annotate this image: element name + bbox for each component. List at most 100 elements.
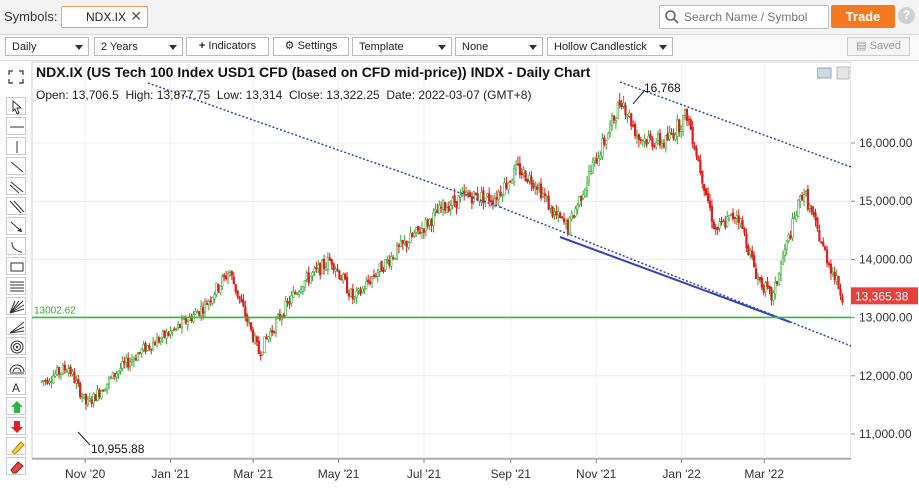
candle-up — [835, 275, 838, 282]
candle-up — [587, 171, 591, 182]
date-label: Date: — [386, 88, 416, 102]
candle-up — [486, 193, 489, 197]
candle-down — [367, 279, 370, 283]
candle-down — [436, 210, 439, 214]
rectangle-tool-icon[interactable] — [6, 257, 26, 275]
candle-up — [142, 344, 145, 351]
candle-up — [177, 324, 180, 328]
candle-up — [54, 373, 57, 377]
candle-down — [747, 245, 750, 255]
speed-lines-tool-icon[interactable] — [6, 317, 26, 335]
range-select[interactable]: 2 Years — [94, 37, 183, 56]
candle-down — [689, 119, 692, 130]
candle-up — [121, 361, 124, 370]
print-icon[interactable] — [836, 66, 850, 80]
candle-up — [309, 275, 312, 284]
channel-tool-icon[interactable] — [6, 197, 26, 215]
candle-up — [628, 112, 631, 117]
search-box[interactable] — [659, 5, 829, 29]
candle-up — [221, 276, 224, 287]
pointer-tool-icon[interactable] — [6, 97, 26, 115]
candle-up — [537, 184, 541, 188]
candle-up — [728, 214, 731, 219]
ray-tool-icon[interactable] — [6, 177, 26, 195]
candle-down — [495, 196, 498, 200]
candle-up — [415, 227, 418, 233]
candle-down — [488, 193, 491, 202]
candle-down — [716, 227, 719, 230]
candle-down — [827, 263, 831, 265]
chart-style-select[interactable]: Hollow Candlestick — [547, 37, 673, 56]
down-arrow-tool-icon[interactable] — [6, 417, 26, 435]
candle-down — [672, 133, 675, 139]
candle-down — [703, 183, 706, 191]
compare-select[interactable]: None — [455, 37, 543, 56]
eraser-tool-icon[interactable] — [6, 457, 26, 475]
candle-down — [322, 258, 326, 269]
arc-tool-icon[interactable] — [6, 237, 26, 255]
horizontal-line-tool-icon[interactable] — [6, 117, 26, 135]
up-arrow-tool-icon[interactable] — [6, 397, 26, 415]
interval-select[interactable]: Daily — [5, 37, 89, 56]
candle-down — [491, 200, 495, 205]
channel-line-upper — [619, 81, 852, 168]
candle-up — [267, 336, 270, 340]
candle-down — [336, 268, 339, 271]
candle-down — [595, 158, 598, 164]
trade-button[interactable]: Trade — [831, 5, 895, 28]
image-icon[interactable] — [816, 67, 832, 79]
template-select[interactable]: Template — [352, 37, 452, 56]
chevron-down-icon — [75, 45, 83, 50]
fibonacci-tool-icon[interactable] — [6, 277, 26, 295]
fib-arc-tool-icon[interactable] — [6, 357, 26, 375]
gear-icon: ⚙ — [284, 40, 298, 52]
candle-up — [660, 143, 664, 148]
candle-up — [284, 300, 287, 316]
candle-up — [609, 124, 612, 133]
settings-button[interactable]: ⚙ Settings — [273, 37, 349, 56]
candle-down — [524, 171, 527, 182]
arrow-tool-icon[interactable] — [6, 217, 26, 235]
candle-down — [662, 142, 665, 147]
gann-fan-tool-icon[interactable] — [6, 297, 26, 315]
close-icon[interactable]: ✕ — [130, 8, 142, 24]
candle-up — [808, 205, 811, 209]
candle-down — [561, 216, 564, 219]
candle-up — [420, 228, 424, 233]
candle-up — [395, 244, 399, 260]
candle-up — [175, 328, 178, 330]
candle-down — [230, 271, 233, 276]
candle-down — [706, 192, 710, 202]
trend-line-tool-icon[interactable] — [6, 157, 26, 175]
candle-up — [407, 242, 410, 248]
expand-icon[interactable] — [6, 68, 26, 86]
candle-down — [551, 206, 554, 217]
candle-down — [153, 342, 157, 346]
candle-up — [378, 262, 381, 272]
indicators-button[interactable]: + Indicators — [186, 37, 269, 56]
symbol-chip[interactable]: NDX.IX ✕ — [61, 6, 148, 28]
candle-up — [363, 289, 366, 291]
candle-down — [242, 299, 245, 307]
candle-down — [278, 313, 281, 320]
candle-down — [392, 257, 395, 259]
highlighter-tool-icon[interactable] — [6, 437, 26, 455]
candle-down — [225, 275, 228, 280]
candle-up — [607, 133, 610, 140]
candle-up — [438, 204, 441, 214]
fib-circle-tool-icon[interactable] — [6, 337, 26, 355]
candle-up — [152, 341, 155, 351]
saved-button[interactable]: ▤ Saved — [847, 37, 910, 56]
candle-up — [831, 271, 834, 275]
candle-down — [351, 288, 354, 300]
candle-down — [422, 228, 425, 233]
candle-up — [115, 373, 118, 378]
text-tool-icon[interactable]: A — [6, 377, 26, 395]
candle-up — [105, 383, 109, 391]
vertical-line-tool-icon[interactable] — [6, 137, 26, 155]
candle-up — [269, 331, 272, 339]
search-input[interactable] — [682, 8, 826, 26]
help-icon[interactable]: ? — [898, 7, 915, 24]
candle-down — [824, 246, 827, 251]
